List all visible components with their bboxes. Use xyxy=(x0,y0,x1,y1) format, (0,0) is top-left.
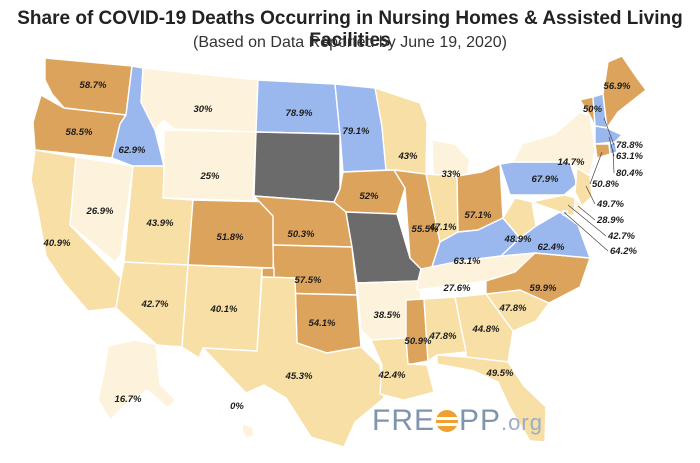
state-label-il: 55.5% xyxy=(412,224,439,235)
state-label-nm: 40.1% xyxy=(210,304,238,315)
state-label-fl: 49.5% xyxy=(486,368,514,379)
state-label-mn: 79.1% xyxy=(343,126,370,137)
state-ny xyxy=(512,111,596,177)
state-label-az: 42.7% xyxy=(141,299,169,310)
leader-line-ct xyxy=(589,151,603,185)
logo-mark-icon xyxy=(436,410,458,432)
state-wy xyxy=(162,129,257,202)
state-label-hi: 0% xyxy=(230,401,244,412)
state-label-md: 42.7% xyxy=(607,231,635,242)
state-label-ks: 57.5% xyxy=(295,275,322,286)
state-label-ga: 44.8% xyxy=(472,324,500,335)
state-label-la: 42.4% xyxy=(378,370,406,381)
leader-line-nj xyxy=(585,185,596,205)
leader-line-dc xyxy=(564,212,609,252)
state-label-va: 62.4% xyxy=(538,242,565,253)
state-label-nd: 78.9% xyxy=(286,108,313,119)
state-label-ky: 63.1% xyxy=(454,256,481,267)
state-nc xyxy=(485,252,591,304)
state-al xyxy=(423,296,467,362)
state-label-pa: 67.9% xyxy=(532,174,559,185)
state-label-co: 51.8% xyxy=(217,232,244,243)
state-label-nc: 59.9% xyxy=(530,283,557,294)
state-label-nj: 49.7% xyxy=(596,199,624,210)
state-label-ut: 43.9% xyxy=(146,218,174,229)
state-label-ma: 63.1% xyxy=(616,151,643,162)
state-label-wy: 25% xyxy=(199,171,220,182)
state-label-nv: 26.9% xyxy=(86,206,114,217)
state-label-ak: 16.7% xyxy=(115,394,142,405)
state-ct xyxy=(594,143,611,159)
state-nj xyxy=(574,167,593,207)
state-sd xyxy=(253,131,341,203)
state-label-ms: 50.9% xyxy=(405,336,432,347)
state-hi xyxy=(217,411,255,439)
state-label-ri: 80.4% xyxy=(616,168,643,179)
state-label-mt: 30% xyxy=(193,104,213,115)
state-nv xyxy=(69,156,134,263)
state-label-al: 47.8% xyxy=(429,331,457,342)
leader-line-nh xyxy=(603,117,615,146)
logo-suffix: .org xyxy=(501,410,543,435)
freopp-logo: FRE PP.org xyxy=(372,404,543,438)
state-label-or: 58.5% xyxy=(66,127,93,138)
state-label-id: 62.9% xyxy=(119,145,146,156)
state-label-mi: 33% xyxy=(441,169,461,180)
state-label-tx: 45.3% xyxy=(285,371,313,382)
state-label-ca: 40.9% xyxy=(43,238,71,249)
state-label-de: 28.9% xyxy=(596,215,624,226)
state-label-ok: 54.1% xyxy=(309,318,336,329)
state-label-ia: 52% xyxy=(359,191,379,202)
page-subtitle: (Based on Data Reported by June 19, 2020… xyxy=(193,34,507,51)
state-label-oh: 57.1% xyxy=(465,210,492,221)
state-fl xyxy=(436,354,547,443)
leader-line-de xyxy=(577,205,596,221)
state-nd xyxy=(255,79,341,135)
leader-line-md xyxy=(567,204,607,237)
state-ma xyxy=(594,125,623,145)
state-label-sc: 47.8% xyxy=(499,303,527,314)
leader-line-ri xyxy=(612,149,615,174)
state-me xyxy=(602,55,647,129)
state-tx xyxy=(202,276,385,448)
logo-text-right: PP xyxy=(459,404,502,437)
page-title: Share of COVID-19 Deaths Occurring in Nu… xyxy=(17,8,683,51)
state-label-vt: 50% xyxy=(583,104,603,115)
state-label-tn: 27.6% xyxy=(443,283,471,294)
state-label-me: 56.9% xyxy=(604,81,631,92)
state-label-wv: 48.9% xyxy=(504,234,532,245)
state-label-ne: 50.3% xyxy=(288,229,315,240)
state-wv xyxy=(502,197,537,239)
state-label-ct: 50.8% xyxy=(592,179,619,190)
logo-text-left: FRE xyxy=(372,404,435,437)
state-label-dc: 64.2% xyxy=(610,246,637,257)
state-label-ny: 14.7% xyxy=(558,157,585,168)
state-ak xyxy=(97,339,177,421)
state-label-ar: 38.5% xyxy=(374,310,401,321)
state-label-wi: 43% xyxy=(397,151,418,162)
state-label-wa: 58.7% xyxy=(80,80,107,91)
state-label-in: 47.1% xyxy=(429,222,457,233)
state-mt xyxy=(140,67,259,133)
state-label-nh: 78.8% xyxy=(616,140,643,151)
